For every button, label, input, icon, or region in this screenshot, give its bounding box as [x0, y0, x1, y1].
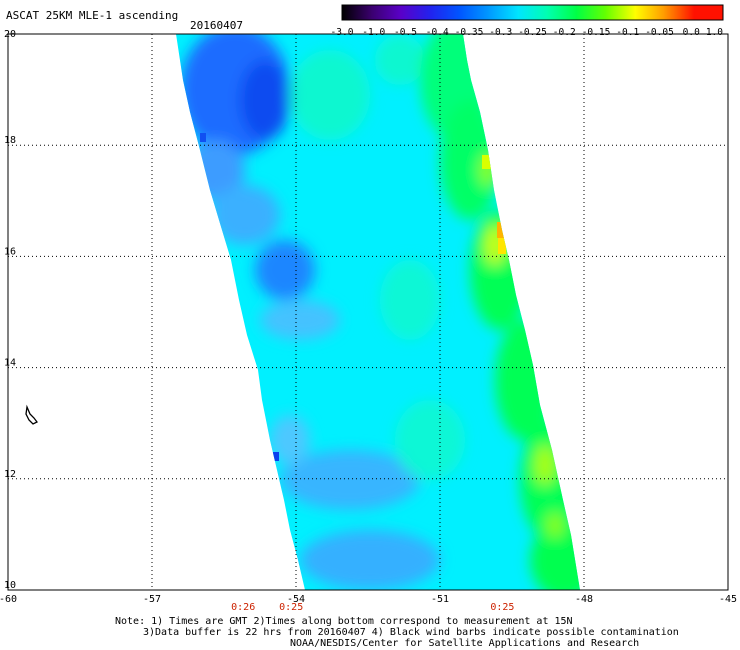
color-bar-segment	[342, 5, 372, 20]
latitude-labels: 20 18 16 14 12 10	[4, 29, 16, 591]
color-bar-segment	[429, 5, 460, 20]
color-bar-label: -0.5	[394, 27, 417, 38]
lon-label: -57	[143, 594, 161, 605]
color-bar-segment	[459, 5, 490, 20]
color-bar-segment	[517, 5, 548, 20]
color-bar-label: -0.15	[582, 27, 611, 38]
color-bar	[341, 4, 724, 21]
color-bar-label: -0.1	[616, 27, 639, 38]
map-frame	[7, 33, 729, 591]
lat-label: 10	[4, 580, 16, 591]
color-bar-border	[341, 4, 724, 21]
color-bar-label: -3.0	[331, 27, 354, 38]
time-label: 0:25	[490, 602, 514, 613]
lon-label: -60	[0, 594, 17, 605]
note-line-1: Note: 1) Times are GMT 2)Times along bot…	[115, 616, 573, 627]
chart-title: ASCAT 25KM MLE-1 ascending	[6, 9, 179, 22]
scatterometer-swath	[176, 34, 580, 590]
color-bar-segment	[488, 5, 519, 20]
color-bar-label: -0.25	[518, 27, 547, 38]
color-bar-label: -0.3	[489, 27, 512, 38]
lat-label: 20	[4, 29, 16, 40]
note-line-3: NOAA/NESDIS/Center for Satellite Applica…	[290, 638, 640, 649]
lat-label: 16	[4, 246, 16, 257]
lon-label: -51	[431, 594, 449, 605]
lat-lon-grid	[8, 34, 728, 590]
lat-label: 12	[4, 469, 16, 480]
color-bar-label: 1.0	[706, 27, 723, 38]
island-outline	[25, 404, 38, 425]
color-bar-segment	[635, 5, 665, 20]
lon-label: -45	[719, 594, 737, 605]
color-bar-segment	[547, 5, 577, 20]
lat-label: 18	[4, 135, 16, 146]
chart-date: 20160407	[190, 19, 243, 32]
lon-label: -54	[287, 594, 305, 605]
color-bar-label: 0.0	[683, 27, 700, 38]
color-bar-segment	[400, 5, 431, 20]
color-bar-segment	[693, 5, 724, 20]
color-bar-segment	[371, 5, 402, 20]
time-label: 0:25	[279, 602, 303, 613]
color-bar-label: -0.35	[455, 27, 484, 38]
color-bar-segment	[664, 5, 695, 20]
color-bar-label: -0.2	[553, 27, 576, 38]
color-bar-label: -0.4	[426, 27, 449, 38]
color-bar-label: -0.05	[645, 27, 674, 38]
color-bar-label: -1.0	[362, 27, 385, 38]
lat-label: 14	[4, 358, 16, 369]
note-line-2: 3)Data buffer is 22 hrs from 20160407 4)…	[143, 627, 679, 638]
lon-label: -48	[575, 594, 593, 605]
time-labels: 0:26 0:25 0:25	[231, 602, 514, 613]
longitude-labels: -60 -57 -54 -51 -48 -45	[0, 594, 737, 605]
time-label: 0:26	[231, 602, 255, 613]
color-bar-segment	[605, 5, 636, 20]
color-bar-labels: -3.0 -1.0 -0.5 -0.4 -0.35 -0.3 -0.25 -0.2 -0.15-…	[331, 27, 724, 38]
color-bar-segment	[576, 5, 607, 20]
